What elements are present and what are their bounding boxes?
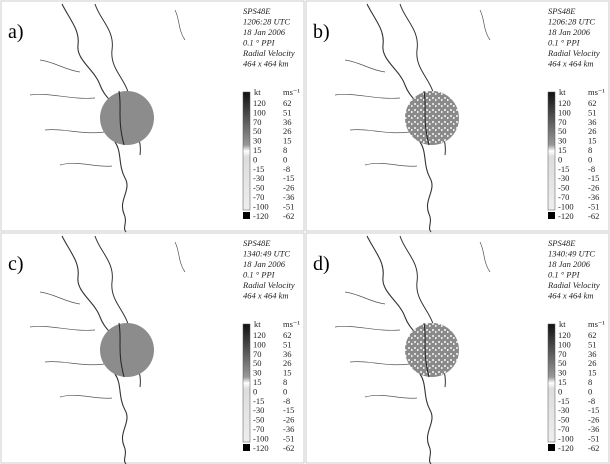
- info-line: 18 Jan 2006: [548, 27, 591, 37]
- panel: d) SPS48E1340:49 UTC18 Jan 20060.1 ° PPIR…: [306, 233, 609, 464]
- info-line: Radial Velocity: [547, 280, 600, 290]
- river: [30, 94, 95, 98]
- info-line: 18 Jan 2006: [548, 259, 591, 269]
- info-line: 1340:49 UTC: [243, 249, 290, 259]
- info-line: Radial Velocity: [242, 280, 295, 290]
- river: [30, 326, 95, 330]
- panel-label: a): [8, 21, 24, 43]
- panel: a) SPS48E1206:28 UTC18 Jan 20060.1 ° PPIR…: [1, 1, 304, 232]
- river: [60, 163, 112, 166]
- river: [60, 395, 112, 398]
- colorbar: [548, 92, 555, 210]
- colorbar: [548, 324, 555, 442]
- panel-label: d): [313, 253, 330, 275]
- unit-label: ms⁻¹: [588, 319, 605, 329]
- unit-label: kt: [559, 319, 566, 329]
- river: [365, 395, 417, 398]
- info-line: SPS48E: [243, 6, 271, 16]
- info-line: SPS48E: [548, 238, 576, 248]
- radar-disk: [405, 91, 459, 145]
- colorbar-end: [548, 212, 555, 219]
- scale-kt: -120: [253, 211, 269, 221]
- scale-kt: -120: [558, 443, 574, 453]
- river: [45, 362, 105, 365]
- river: [175, 242, 185, 272]
- river: [40, 292, 80, 304]
- river: [335, 94, 400, 98]
- scale-kt: -120: [558, 211, 574, 221]
- info-line: Radial Velocity: [547, 48, 600, 58]
- info-line: 464 x 464 km: [548, 291, 594, 301]
- info-line: 1340:49 UTC: [548, 249, 595, 259]
- info-line: 1206:28 UTC: [548, 17, 595, 27]
- scale-ms: -62: [588, 211, 599, 221]
- river: [345, 292, 385, 304]
- info-line: 0.1 ° PPI: [548, 38, 581, 48]
- scale-kt: -120: [253, 443, 269, 453]
- river: [350, 362, 410, 365]
- scale-ms: -62: [283, 211, 294, 221]
- info-line: 464 x 464 km: [243, 291, 289, 301]
- info-line: SPS48E: [548, 6, 576, 16]
- colorbar-end: [243, 444, 250, 451]
- info-line: 464 x 464 km: [548, 59, 594, 69]
- colorbar-end: [243, 212, 250, 219]
- colorbar: [243, 92, 250, 210]
- panel-label: c): [8, 253, 24, 275]
- info-line: 0.1 ° PPI: [243, 38, 276, 48]
- river: [480, 10, 490, 40]
- river: [350, 130, 410, 133]
- info-line: 18 Jan 2006: [243, 259, 286, 269]
- river: [40, 60, 80, 72]
- scale-ms: -62: [588, 443, 599, 453]
- info-line: 0.1 ° PPI: [548, 270, 581, 280]
- unit-label: kt: [254, 87, 261, 97]
- river: [365, 163, 417, 166]
- river: [480, 242, 490, 272]
- colorbar: [243, 324, 250, 442]
- colorbar-end: [548, 444, 555, 451]
- river: [335, 326, 400, 330]
- unit-label: ms⁻¹: [588, 87, 605, 97]
- unit-label: kt: [254, 319, 261, 329]
- info-line: SPS48E: [243, 238, 271, 248]
- scale-ms: -62: [283, 443, 294, 453]
- unit-label: kt: [559, 87, 566, 97]
- radar-disk: [100, 323, 154, 377]
- river: [345, 60, 385, 72]
- panel-label: b): [313, 21, 330, 43]
- info-line: 1206:28 UTC: [243, 17, 290, 27]
- radar-disk: [100, 91, 154, 145]
- unit-label: ms⁻¹: [283, 319, 300, 329]
- info-line: Radial Velocity: [242, 48, 295, 58]
- radar-disk: [405, 323, 459, 377]
- info-line: 18 Jan 2006: [243, 27, 286, 37]
- info-line: 0.1 ° PPI: [243, 270, 276, 280]
- info-line: 464 x 464 km: [243, 59, 289, 69]
- river: [45, 130, 105, 133]
- unit-label: ms⁻¹: [283, 87, 300, 97]
- figure: a)SPS48E1206:28 UTC18 Jan 20060.1 ° PPIR…: [0, 0, 610, 464]
- river: [175, 10, 185, 40]
